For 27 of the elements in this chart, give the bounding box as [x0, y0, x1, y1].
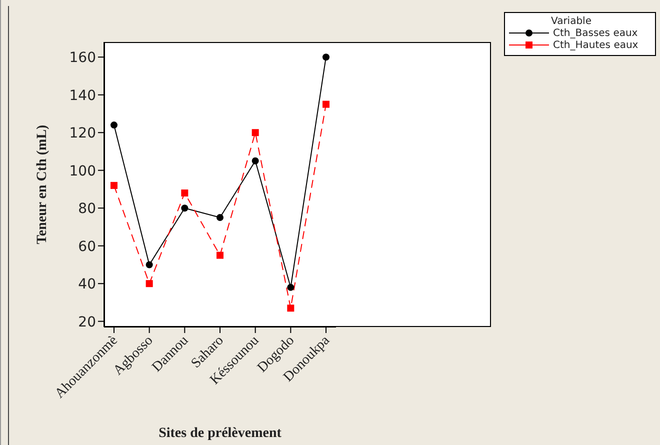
y-tick-label: 60 [78, 238, 96, 255]
legend-label: Cth_Basses eaux [553, 28, 638, 38]
point [146, 280, 153, 288]
point [287, 284, 294, 291]
x-axis-title: Sites de prélèvement [158, 426, 282, 441]
point [110, 122, 118, 129]
y-tick-label: 160 [69, 50, 96, 66]
point [252, 129, 259, 136]
point [110, 182, 118, 189]
y-tick-label: 100 [69, 163, 96, 180]
point [322, 100, 330, 108]
point [322, 54, 330, 61]
y-tick-label: 40 [78, 276, 96, 293]
y-axis-title: Teneur en Cth (mL) [34, 124, 50, 244]
point [146, 261, 153, 268]
point [216, 252, 224, 259]
y-tick-label: 120 [69, 126, 96, 142]
legend-title: Variable [550, 16, 592, 27]
legend-label: Cth_Hautes eaux [553, 40, 638, 50]
point [216, 214, 224, 222]
y-tick-label: 140 [69, 88, 96, 104]
point [181, 204, 188, 212]
point [287, 304, 294, 312]
point [181, 189, 188, 196]
y-tick-label: 20 [78, 314, 96, 330]
point [252, 157, 259, 164]
y-tick-label: 80 [78, 201, 96, 218]
